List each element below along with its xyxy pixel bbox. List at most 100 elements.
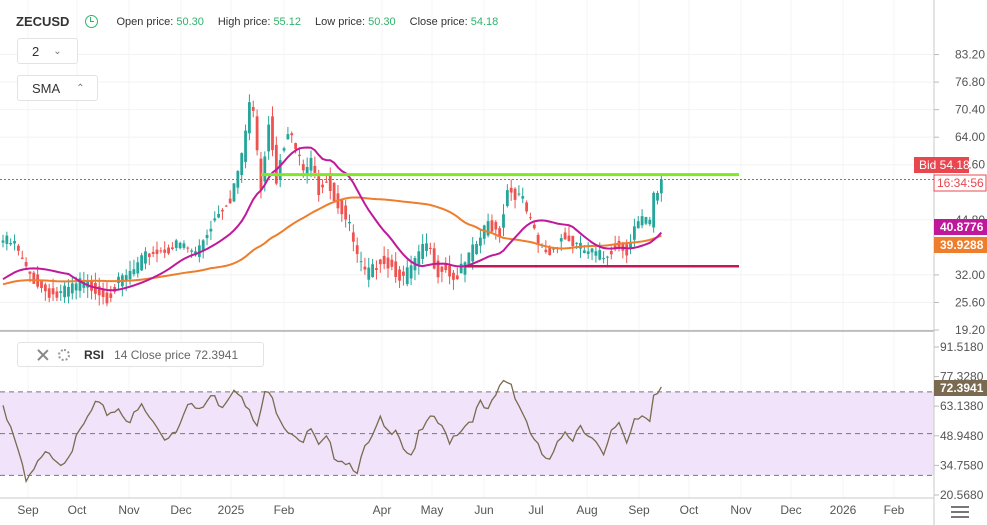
settings-sliders-icon[interactable]: [949, 504, 971, 518]
rsi-legend: RSI 14 Close price 72.3941: [17, 342, 264, 367]
candle-body: [394, 261, 398, 277]
candle-body: [582, 250, 586, 253]
candle-body: [606, 256, 609, 258]
candle-body: [482, 225, 486, 239]
candle-body: [155, 249, 159, 255]
candle-body: [213, 218, 217, 221]
candle-body: [656, 192, 659, 201]
candle-body: [259, 158, 263, 190]
candle-body: [351, 232, 355, 242]
candle-body: [205, 234, 209, 239]
candle-body: [428, 247, 432, 249]
symbol-name[interactable]: ZECUSD: [16, 14, 70, 29]
candle-body: [521, 196, 525, 199]
candle-body: [371, 264, 374, 278]
countdown-tag: 16:34:56: [937, 176, 984, 190]
rsi-tick-label: 48.9480: [940, 429, 984, 443]
candle-body: [70, 283, 74, 294]
time-tick-label: 2026: [830, 503, 857, 517]
sma-fast-tag: 40.8776: [940, 220, 984, 234]
candle-body: [344, 205, 348, 220]
candle-body: [440, 266, 444, 272]
candle-body: [659, 179, 663, 194]
candle-body: [502, 214, 505, 228]
candle-body: [24, 262, 28, 267]
candle-body: [629, 241, 632, 249]
candle-body: [455, 275, 459, 280]
high-label: High price:: [217, 15, 271, 28]
candle-body: [124, 275, 128, 282]
clock-icon[interactable]: [85, 15, 99, 28]
candle-body: [147, 253, 151, 258]
candle-body: [517, 193, 521, 195]
candle-body: [13, 240, 16, 244]
candle-body: [444, 263, 448, 271]
candle-body: [294, 143, 297, 150]
candle-body: [594, 251, 598, 256]
price-tick-label: 19.20: [955, 323, 985, 337]
candle-body: [536, 234, 540, 244]
candle-body: [248, 102, 251, 134]
candle-body: [167, 247, 170, 254]
candle-body: [575, 242, 579, 244]
candle-body: [286, 134, 290, 140]
candle-body: [463, 262, 467, 275]
time-tick-label: Aug: [576, 503, 597, 517]
candle-body: [59, 291, 63, 294]
low-label: Low price:: [314, 15, 366, 28]
open-value: 50.30: [176, 15, 204, 28]
close-icon[interactable]: [36, 348, 50, 362]
candle-body: [348, 221, 351, 224]
interval-dropdown[interactable]: 2 ⌄: [17, 38, 78, 64]
gear-icon[interactable]: [58, 348, 70, 361]
candle-body: [47, 288, 51, 298]
candle-body: [563, 232, 567, 240]
candle-body: [1, 240, 5, 243]
candle-body: [590, 248, 594, 253]
candle-body: [178, 242, 182, 249]
candle-body: [432, 248, 436, 269]
indicator-dropdown[interactable]: SMA ⌃: [17, 75, 98, 101]
candle-body: [32, 272, 36, 284]
time-tick-label: Oct: [68, 503, 87, 517]
candle-body: [271, 116, 274, 151]
rsi-tick-label: 91.5180: [940, 340, 984, 354]
candle-body: [382, 255, 386, 265]
candle-body: [321, 184, 324, 188]
candle-body: [55, 291, 59, 298]
candle-body: [471, 244, 475, 262]
time-tick-label: Nov: [118, 503, 139, 517]
time-tick-label: Feb: [884, 503, 905, 517]
candle-body: [282, 148, 286, 151]
interval-value: 2: [32, 43, 40, 59]
candle-body: [224, 205, 228, 207]
open-price: Open price: 50.30: [116, 16, 203, 28]
candle-body: [109, 293, 113, 298]
rsi-line: [2, 379, 662, 484]
candle-body: [609, 251, 613, 255]
sma-slow-tag-box: [934, 237, 987, 253]
price-tick-label: 25.60: [955, 295, 985, 309]
candle-body: [513, 188, 517, 200]
time-tick-label: Jun: [474, 503, 493, 517]
candle-body: [278, 160, 282, 180]
time-tick-label: Dec: [170, 503, 191, 517]
candle-body: [163, 249, 167, 253]
time-tick-label: Sep: [628, 503, 650, 517]
candle-body: [159, 250, 163, 252]
candle-body: [140, 255, 143, 271]
candle-body: [544, 249, 548, 253]
candle-body: [43, 284, 47, 292]
candle-body: [228, 198, 232, 204]
rsi-name: RSI: [84, 347, 105, 362]
candle-body: [525, 202, 528, 212]
time-tick-label: Dec: [780, 503, 801, 517]
candle-body: [97, 286, 101, 296]
rsi-tick-label: 20.5680: [940, 488, 984, 502]
candle-body: [552, 248, 555, 250]
time-tick-label: Oct: [680, 503, 699, 517]
price-tick-label: 32.00: [955, 268, 985, 282]
candle-body: [529, 217, 532, 219]
time-tick-label: Sep: [17, 503, 39, 517]
